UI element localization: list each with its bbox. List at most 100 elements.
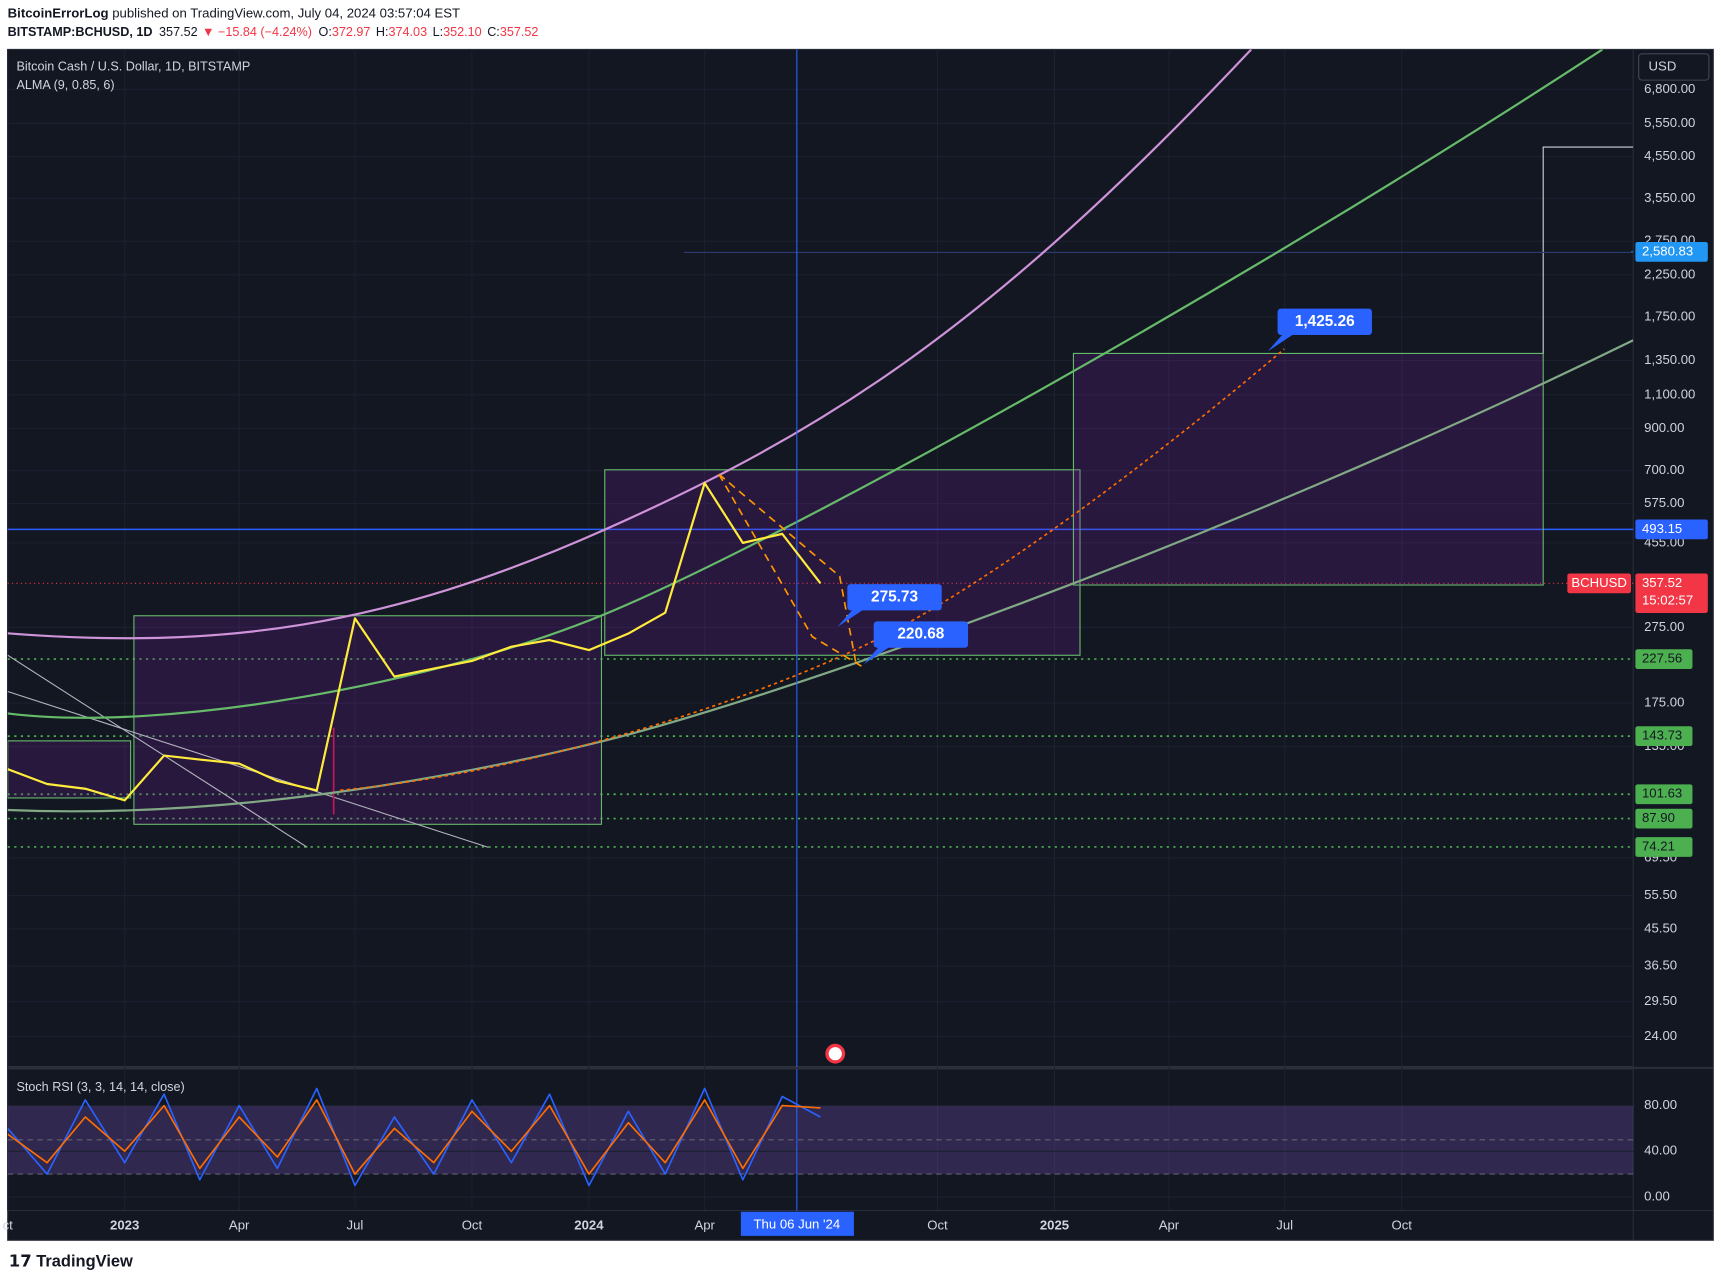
range-box (133, 615, 603, 825)
callout-label: 1,425.26 (1295, 313, 1355, 330)
last-price: 357.52 (159, 25, 198, 39)
series-line (7, 481, 822, 802)
y-tick-label: 275.00 (1644, 619, 1684, 634)
range-box (604, 469, 1081, 656)
level-label: 87.90 (1642, 810, 1675, 825)
time-axis (7, 1210, 1714, 1241)
y-tick-label: 700.00 (1644, 462, 1684, 477)
published: published on TradingView.com, July 04, 2… (112, 6, 460, 21)
symbol: BITSTAMP:BCHUSD, 1D (8, 25, 153, 39)
y-tick-label: 40.00 (1644, 1143, 1677, 1158)
y-tick-label: 3,550.00 (1644, 190, 1695, 205)
x-tick-label: 2023 (110, 1217, 139, 1232)
crosshair-label-box (740, 1211, 854, 1236)
level-label: 101.63 (1642, 786, 1682, 801)
x-tick-label: Oct (462, 1217, 483, 1232)
x-tick-label: Jul (1276, 1217, 1293, 1232)
x-tick-label: Apr (694, 1217, 715, 1232)
header-line: BitcoinErrorLog published on TradingView… (8, 6, 460, 21)
change: ▼ −15.84 (−4.24%) (202, 25, 312, 39)
callout-box (847, 584, 942, 611)
y-tick-label: 1,350.00 (1644, 352, 1695, 367)
countdown-label: 15:02:57 (1642, 592, 1693, 607)
y-tick-label: 4,550.00 (1644, 148, 1695, 163)
y-tick-label: 1,750.00 (1644, 308, 1695, 323)
y-tick-label: 80.00 (1644, 1097, 1677, 1112)
x-tick-label: Apr (1159, 1217, 1180, 1232)
chart-title: Bitcoin Cash / U.S. Dollar, 1D, BITSTAMP (16, 59, 250, 73)
callout-label: 275.73 (871, 588, 918, 605)
level-label-box (1635, 808, 1693, 829)
current-price-label: 357.52 (1642, 575, 1682, 590)
drawings (7, 49, 1634, 1067)
x-tick-label: Oct (927, 1217, 948, 1232)
y-tick-label: 900.00 (1644, 420, 1684, 435)
y-tick-label: 0.00 (1644, 1188, 1670, 1203)
range-box (1072, 352, 1544, 586)
symbol-tag-box (1567, 573, 1631, 594)
series-group (7, 1087, 821, 1187)
level-label-box (1635, 784, 1693, 805)
curve (7, 49, 1253, 640)
level-label-box (1635, 649, 1693, 669)
callout-box (1277, 308, 1372, 335)
y-tick-label: 175.00 (1644, 695, 1684, 710)
y-tick-label: 5,550.00 (1644, 115, 1695, 130)
current-price-box (1635, 573, 1708, 613)
dashed-path (718, 473, 863, 667)
y-tick-label: 36.50 (1644, 957, 1677, 972)
y-tick-label: 2,250.00 (1644, 266, 1695, 281)
main-pane (7, 49, 1634, 1067)
x-tick-label: 2024 (574, 1217, 604, 1232)
callout-pointer (837, 609, 864, 627)
ohlc-key: L: (433, 25, 444, 39)
brand-logo: 𝟭𝟳 (9, 1253, 32, 1271)
series-line (7, 1099, 821, 1175)
y-tick-label: 1,100.00 (1644, 386, 1695, 401)
x-tick-label: Oct (1391, 1217, 1412, 1232)
curve (7, 49, 1604, 719)
symbol-line: BITSTAMP:BCHUSD, 1D 357.52 ▼ −15.84 (−4.24… (8, 25, 539, 39)
level-label-box (1635, 726, 1693, 747)
level-label: 227.56 (1642, 651, 1682, 666)
curve (7, 339, 1634, 813)
oscillator-title: Stoch RSI (3, 3, 14, 14, close) (16, 1080, 184, 1094)
y-tick-label: 45.50 (1644, 921, 1677, 936)
currency-label[interactable]: USD (1649, 58, 1677, 73)
crosshair-label: Thu 06 Jun '24 (754, 1216, 841, 1231)
level-label-box (1635, 837, 1693, 857)
ohlc-key: H: (376, 25, 389, 39)
callout-label: 220.68 (897, 626, 944, 643)
x-tick-label: 2025 (1040, 1217, 1069, 1232)
symbol-tag: BCHUSD (1571, 575, 1627, 590)
y-tick-label: 55.50 (1644, 887, 1677, 902)
ohlc-key: C: (487, 25, 500, 39)
level-label: 74.21 (1642, 838, 1675, 853)
trend-line (7, 654, 308, 848)
legend-entry: ALMA (9, 0.85, 6) (16, 78, 114, 92)
dashed-path (718, 473, 857, 665)
marker-label-box (1635, 241, 1708, 262)
ohlc-value: 374.03 (389, 25, 428, 39)
currency-button[interactable] (1638, 53, 1710, 81)
ohlc-value: 372.97 (332, 25, 371, 39)
marker-label-box (1635, 519, 1708, 540)
x-tick-label: Apr (229, 1217, 250, 1232)
ohlc-value: 352.10 (443, 25, 482, 39)
y-tick-label: 6,800.00 (1644, 81, 1695, 96)
projection-line (1542, 146, 1634, 354)
ohlc-value: 357.52 (500, 25, 539, 39)
brand: TradingView (36, 1253, 133, 1271)
marker-label: 493.15 (1642, 521, 1682, 536)
marker-label: 2,580.83 (1642, 243, 1693, 258)
x-tick-label: Jul (347, 1217, 364, 1232)
level-label: 143.73 (1642, 728, 1682, 743)
y-tick-label: 575.00 (1644, 495, 1684, 510)
range-box (7, 740, 132, 799)
y-tick-label: 29.50 (1644, 993, 1677, 1008)
ohlc-key: O: (319, 25, 332, 39)
x-tick-label: ct (3, 1217, 14, 1232)
y-tick-label: 24.00 (1644, 1028, 1677, 1043)
